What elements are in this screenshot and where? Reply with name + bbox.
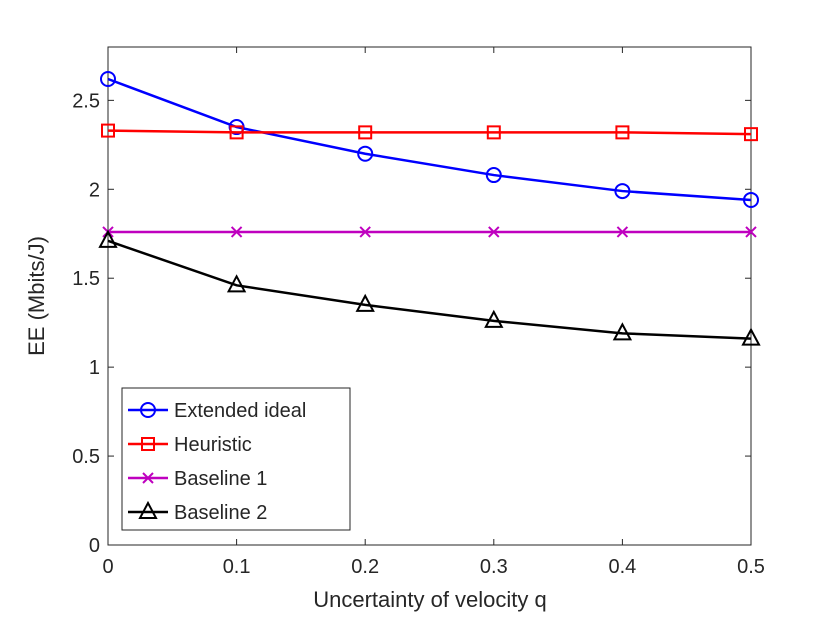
data-point	[743, 191, 759, 208]
y-tick-label: 1	[89, 357, 100, 379]
data-point	[484, 309, 504, 328]
legend-marker	[138, 500, 158, 519]
data-point	[615, 125, 630, 140]
series-line	[107, 129, 752, 136]
data-point	[355, 293, 375, 312]
legend-label: Baseline 1	[174, 468, 267, 490]
data-point	[488, 226, 500, 238]
y-tick-label: 0	[89, 535, 100, 557]
series-extended-ideal	[100, 71, 759, 208]
data-point	[229, 125, 244, 140]
data-point	[100, 71, 116, 88]
data-point	[98, 229, 118, 248]
x-tick-label: 0.2	[351, 556, 379, 578]
y-axis-label: EE (Mbits/J)	[24, 236, 49, 356]
data-point	[230, 226, 243, 238]
data-point	[614, 183, 631, 200]
x-axis-label: Uncertainty of velocity q	[313, 587, 547, 612]
legend-marker	[142, 472, 154, 484]
y-tick-label: 2	[89, 179, 100, 201]
data-point	[744, 127, 758, 142]
x-tick-label: 0.3	[480, 556, 508, 578]
data-point	[101, 123, 115, 138]
data-point	[486, 125, 501, 140]
x-tick-label: 0.1	[223, 556, 251, 578]
y-tick-label: 0.5	[72, 446, 100, 468]
y-tick-label: 2.5	[72, 90, 100, 112]
series-baseline-1	[102, 226, 757, 238]
series-baseline-2	[98, 229, 761, 346]
legend-marker	[140, 402, 156, 418]
data-point	[741, 327, 761, 346]
y-tick-label: 1.5	[72, 268, 100, 290]
legend-label: Heuristic	[174, 434, 252, 456]
series-line	[107, 239, 752, 340]
x-tick-label: 0.4	[608, 556, 636, 578]
legend-label: Extended ideal	[174, 400, 306, 422]
legend-box	[121, 387, 351, 531]
data-point	[616, 226, 629, 238]
data-point	[359, 226, 371, 238]
data-point	[226, 274, 247, 293]
series-line	[107, 77, 752, 202]
legend: Extended ideal Heuristic Baseline 1 Baselin…	[121, 387, 351, 531]
legend-label: Baseline 2	[174, 502, 267, 524]
data-point	[745, 226, 757, 238]
data-point	[485, 167, 502, 184]
legend-marker	[141, 437, 155, 451]
data-point	[612, 322, 633, 341]
x-tick-label: 0.5	[737, 556, 765, 578]
series-heuristic	[101, 123, 758, 142]
data-point	[358, 125, 373, 140]
x-tick-label: 0	[102, 556, 113, 578]
data-point	[357, 145, 374, 162]
